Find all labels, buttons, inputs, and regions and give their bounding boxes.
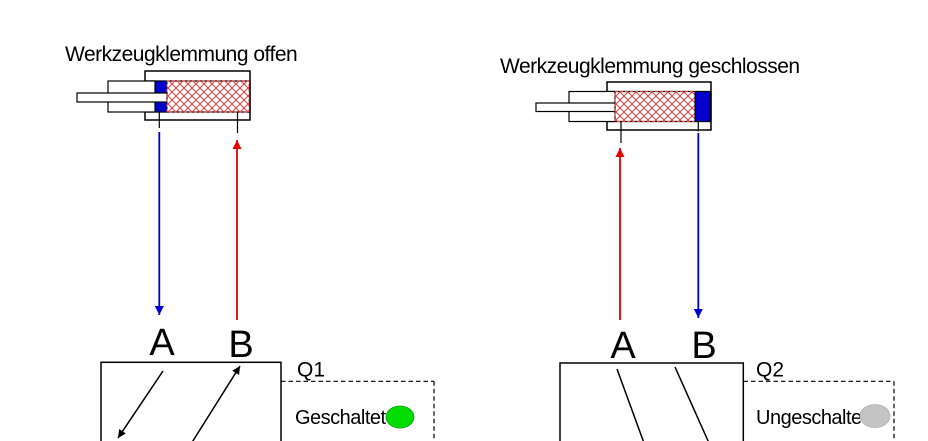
- left-status-label: Geschaltet: [295, 407, 387, 429]
- left-title: Werkzeugklemmung offen: [65, 43, 297, 66]
- right-valve-box: [559, 362, 745, 441]
- left-pressure-chamber-hatch: [166, 80, 250, 113]
- right-valve-line-1: [616, 368, 645, 441]
- right-pressure-chamber-hatch: [614, 91, 696, 122]
- right-piston-rod: [535, 102, 616, 113]
- right-clamping-group: Werkzeugklemmung geschlossen A B Q2 Unge…: [500, 55, 895, 441]
- left-valve-box: [100, 361, 282, 441]
- left-valve-arrow-down-left: [117, 370, 164, 439]
- right-status-lamp-off: [859, 404, 891, 428]
- left-port-b-label: B: [228, 324, 253, 366]
- left-valve-arrow-up-right: [191, 365, 241, 441]
- left-status-lamp-on: [385, 405, 415, 429]
- right-valve-line-2: [674, 366, 709, 441]
- left-piston-rod: [76, 92, 168, 103]
- right-output-label: Q2: [756, 359, 784, 382]
- right-status-label: Ungeschaltet: [756, 407, 868, 429]
- left-clamping-group: Werkzeugklemmung offen A B Q1 Geschaltet: [65, 43, 435, 441]
- right-title: Werkzeugklemmung geschlossen: [500, 55, 800, 78]
- right-piston: [694, 91, 711, 122]
- right-port-b-label: B: [691, 325, 716, 367]
- right-port-a-label: A: [610, 325, 636, 367]
- left-output-label: Q1: [297, 359, 325, 382]
- left-port-a-label: A: [149, 322, 175, 364]
